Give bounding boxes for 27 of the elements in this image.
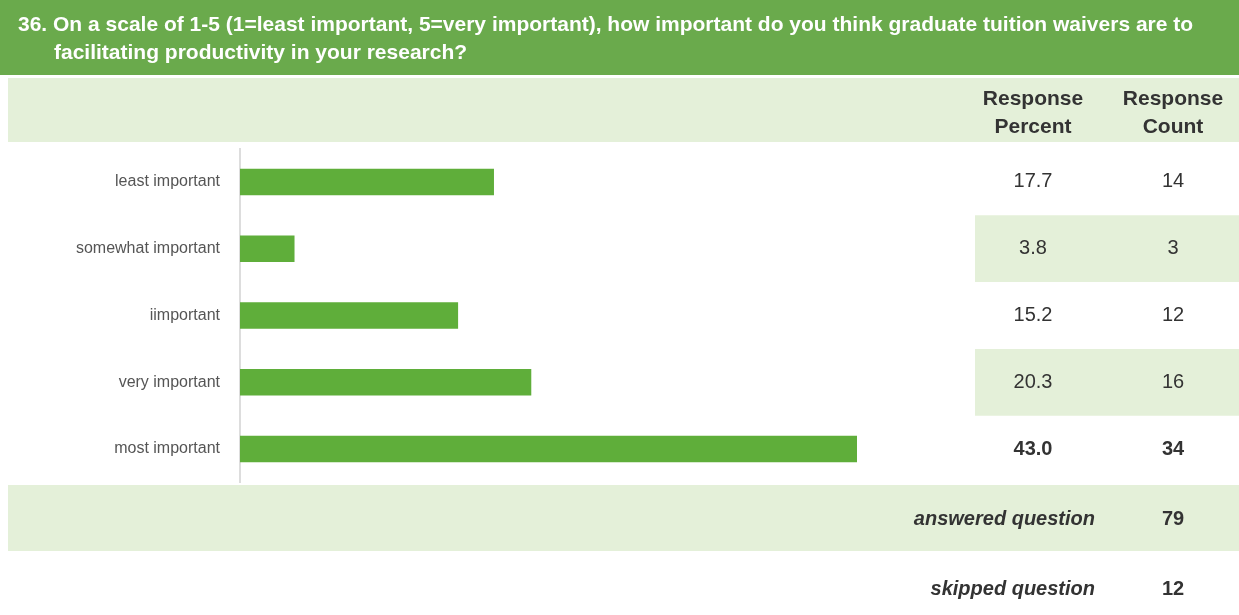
chart-title: 36. On a scale of 1-5 (1=least important, 5=very important), how important do you think graduate tuition waivers are to facilitating productivity in your research? bbox=[18, 11, 1195, 65]
y-tick-label: most important bbox=[114, 439, 221, 457]
text: 3 bbox=[1167, 236, 1179, 259]
bar bbox=[240, 435, 857, 463]
text: 14 bbox=[1161, 169, 1185, 192]
y-tick-label: very important bbox=[118, 372, 221, 390]
bar bbox=[240, 368, 532, 396]
data-label: 3.8 bbox=[1019, 236, 1047, 259]
text: answered question bbox=[912, 506, 1095, 531]
text: skipped question bbox=[929, 576, 1095, 601]
text: 34 bbox=[1161, 436, 1185, 459]
bar bbox=[240, 302, 459, 329]
y-tick-label: somewhat important bbox=[75, 239, 221, 257]
text: 79 bbox=[1160, 506, 1186, 531]
text: Response Percent bbox=[981, 85, 1085, 139]
y-tick-label: least important bbox=[115, 172, 221, 190]
text: 16 bbox=[1161, 369, 1185, 392]
data-label: 15.2 bbox=[1013, 303, 1053, 326]
bar bbox=[240, 235, 295, 263]
data-label: 17.7 bbox=[1013, 169, 1053, 192]
text: Response Count bbox=[1121, 85, 1225, 139]
y-tick-label: iimportant bbox=[149, 305, 221, 323]
data-label: 20.3 bbox=[1013, 369, 1053, 392]
bar bbox=[240, 168, 494, 196]
text: 12 bbox=[1161, 303, 1185, 326]
data-label: 43.0 bbox=[1013, 436, 1053, 459]
text: 12 bbox=[1160, 576, 1186, 601]
